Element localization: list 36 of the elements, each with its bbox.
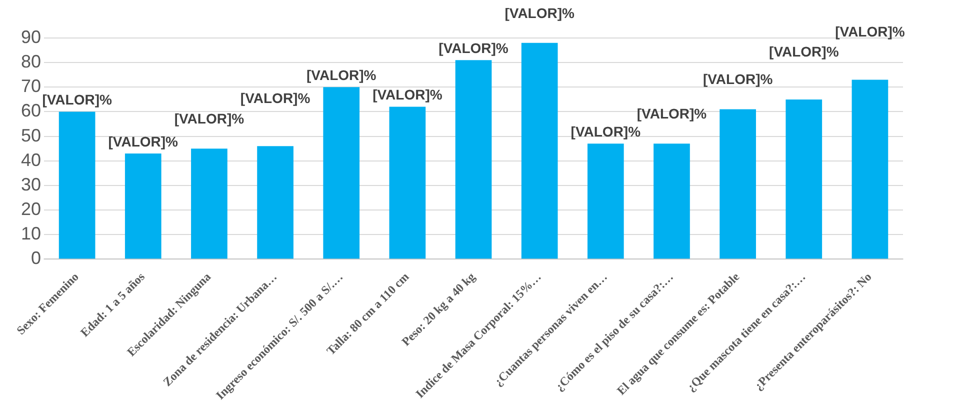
bar <box>124 154 162 259</box>
bar <box>654 144 690 259</box>
data-label: [VALOR]% <box>570 124 642 140</box>
bar <box>257 146 294 259</box>
data-label: [VALOR]% <box>174 110 245 126</box>
bar <box>786 99 822 259</box>
data-label: [VALOR]% <box>372 86 443 103</box>
data-label: [VALOR]% <box>306 67 377 84</box>
y-tick-label: 70 <box>20 76 42 96</box>
y-tick-label: 30 <box>20 174 42 194</box>
data-label: [VALOR]% <box>240 90 311 106</box>
data-label: [VALOR]% <box>769 43 840 60</box>
bar <box>323 87 360 259</box>
y-tick-label: 50 <box>20 125 42 146</box>
bar <box>587 144 624 259</box>
bar <box>720 109 756 259</box>
y-tick-label: 10 <box>20 224 42 244</box>
y-tick-label: 0 <box>31 248 42 268</box>
y-tick-label: 40 <box>20 150 42 170</box>
data-label: [VALOR]% <box>835 24 906 40</box>
bar <box>191 148 228 259</box>
data-label: [VALOR]% <box>702 71 774 88</box>
data-label: [VALOR]% <box>108 133 179 150</box>
y-tick-label: 90 <box>20 26 42 47</box>
data-label: [VALOR]% <box>504 4 576 21</box>
y-tick-label: 20 <box>20 198 42 219</box>
y-tick-label: 80 <box>20 52 42 72</box>
y-tick-label: 60 <box>20 100 42 121</box>
data-label: [VALOR]% <box>636 106 708 122</box>
bar <box>58 112 96 259</box>
bar <box>455 60 492 259</box>
data-label: [VALOR]% <box>42 92 112 108</box>
bar <box>389 106 426 259</box>
bar <box>852 80 888 259</box>
bar <box>521 42 558 259</box>
data-label: [VALOR]% <box>438 40 509 56</box>
